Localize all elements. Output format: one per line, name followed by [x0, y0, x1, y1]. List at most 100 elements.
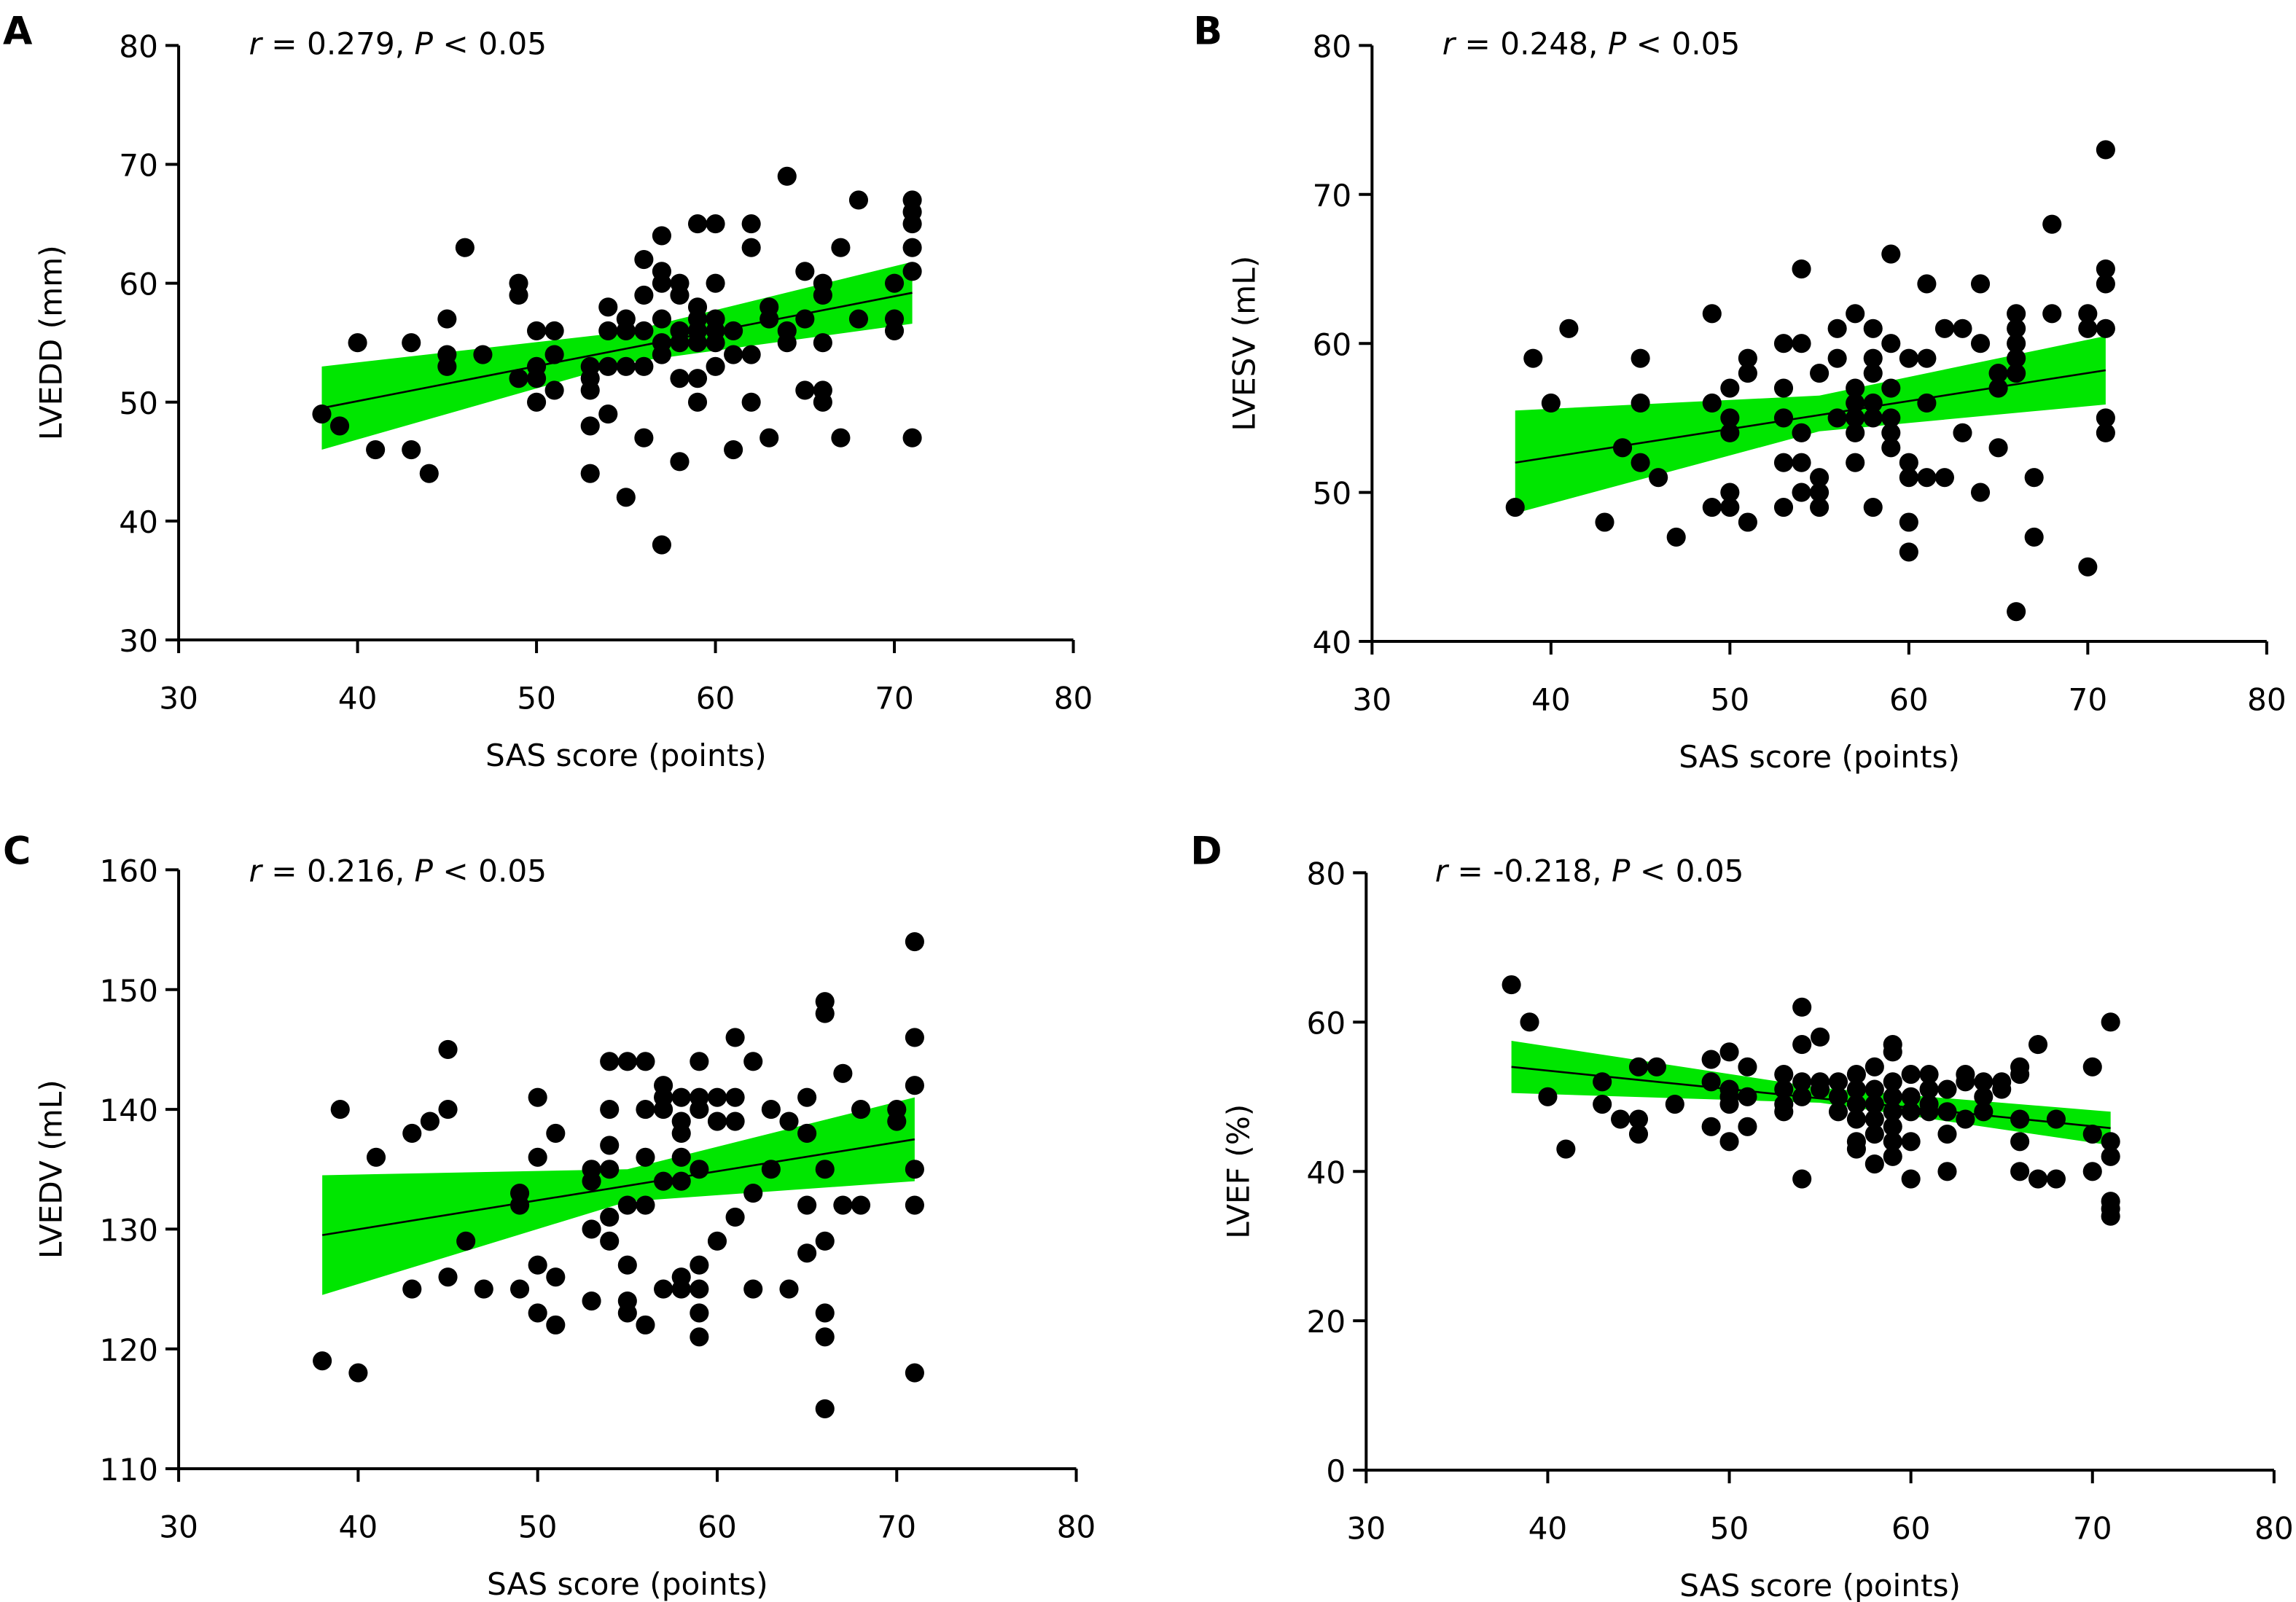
- data-point: [598, 321, 618, 340]
- data-point: [1901, 1102, 1921, 1122]
- data-point: [546, 1267, 566, 1287]
- data-point: [833, 1195, 853, 1215]
- x-tick-label: 30: [159, 680, 198, 716]
- data-point: [725, 1028, 745, 1047]
- x-tick-label: 70: [2073, 1511, 2112, 1547]
- data-point: [636, 1100, 655, 1120]
- data-point: [761, 1160, 781, 1179]
- data-point: [1956, 1072, 1975, 1092]
- data-point: [600, 1052, 620, 1071]
- data-point: [582, 1291, 601, 1311]
- y-tick-label: 130: [99, 1212, 158, 1248]
- data-point: [690, 1327, 709, 1347]
- panel-label: D: [1190, 829, 1222, 873]
- data-point: [652, 309, 671, 329]
- data-point: [1719, 1132, 1739, 1152]
- data-point: [1901, 1065, 1921, 1085]
- data-point: [848, 309, 869, 329]
- data-point: [1919, 1065, 1939, 1085]
- y-tick-label: 60: [119, 267, 158, 302]
- data-point: [1864, 1154, 1884, 1174]
- data-point: [1883, 1042, 1902, 1062]
- data-point: [707, 1087, 727, 1107]
- data-point: [1628, 1109, 1649, 1129]
- data-point: [528, 1255, 547, 1275]
- y-tick-label: 70: [119, 148, 158, 184]
- data-point: [690, 1279, 709, 1299]
- data-point: [1937, 1162, 1957, 1181]
- data-point: [528, 1303, 547, 1323]
- data-point: [1974, 1102, 1994, 1122]
- data-point: [813, 333, 832, 353]
- data-point: [1720, 482, 1740, 502]
- data-point: [1970, 274, 1991, 294]
- data-point: [366, 439, 386, 460]
- data-point: [420, 1111, 440, 1131]
- data-point: [402, 1279, 422, 1299]
- data-point: [1738, 1087, 1757, 1106]
- data-point: [1538, 1087, 1558, 1106]
- data-point: [905, 1195, 924, 1215]
- data-point: [652, 273, 671, 293]
- data-point: [813, 285, 832, 305]
- data-point: [670, 285, 690, 305]
- data-point: [617, 1303, 637, 1323]
- data-point: [1974, 1072, 1994, 1092]
- data-point: [687, 333, 708, 353]
- data-point: [815, 1327, 835, 1347]
- data-point: [1628, 1057, 1649, 1077]
- data-point: [1792, 259, 1811, 279]
- data-point: [2096, 274, 2115, 294]
- data-point: [2096, 408, 2115, 428]
- data-point: [690, 1160, 709, 1179]
- data-point: [330, 1100, 350, 1120]
- data-point: [600, 1100, 620, 1120]
- data-point: [795, 380, 815, 400]
- data-point: [312, 405, 332, 424]
- x-tick-label: 70: [877, 1509, 916, 1544]
- data-point: [2042, 304, 2062, 324]
- data-point: [1846, 304, 1865, 324]
- data-point: [671, 1171, 691, 1191]
- data-point: [1701, 1072, 1721, 1092]
- data-point: [815, 1303, 835, 1323]
- data-point: [1810, 498, 1830, 517]
- data-point: [1881, 423, 1901, 442]
- y-tick-label: 30: [119, 623, 158, 659]
- data-point: [887, 1111, 907, 1131]
- data-point: [1773, 408, 1794, 428]
- data-point: [1720, 408, 1740, 428]
- data-point: [1846, 378, 1865, 398]
- x-tick-label: 50: [1711, 681, 1750, 717]
- data-point: [1811, 1027, 1830, 1047]
- data-point: [1899, 453, 1918, 472]
- y-axis-label: LVESV (mL): [1227, 256, 1262, 431]
- data-point: [1647, 1057, 1666, 1077]
- data-point: [1774, 1065, 1794, 1085]
- data-point: [2010, 1162, 2030, 1181]
- x-tick-label: 50: [1710, 1511, 1749, 1547]
- data-point: [1970, 334, 1991, 353]
- data-point: [690, 1255, 709, 1275]
- data-point: [1937, 1124, 1957, 1144]
- regression-line: [321, 1138, 915, 1236]
- data-point: [2082, 1162, 2102, 1181]
- y-tick-label: 120: [99, 1332, 158, 1368]
- data-point: [2096, 259, 2115, 279]
- data-point: [2042, 214, 2062, 234]
- data-point: [527, 392, 547, 412]
- data-point: [1988, 364, 2008, 383]
- data-point: [797, 1195, 817, 1215]
- data-point: [1956, 1109, 1975, 1129]
- data-point: [1899, 542, 1918, 562]
- data-point: [725, 1087, 745, 1107]
- x-axis-label: SAS score (points): [485, 738, 767, 773]
- data-point: [634, 285, 654, 305]
- data-point: [1901, 1132, 1921, 1152]
- annotation-part: r: [1435, 853, 1450, 888]
- data-point: [831, 238, 851, 257]
- data-point: [690, 1052, 709, 1071]
- data-point: [2101, 1146, 2120, 1166]
- x-tick-label: 60: [1891, 1511, 1931, 1547]
- data-point: [2096, 319, 2115, 338]
